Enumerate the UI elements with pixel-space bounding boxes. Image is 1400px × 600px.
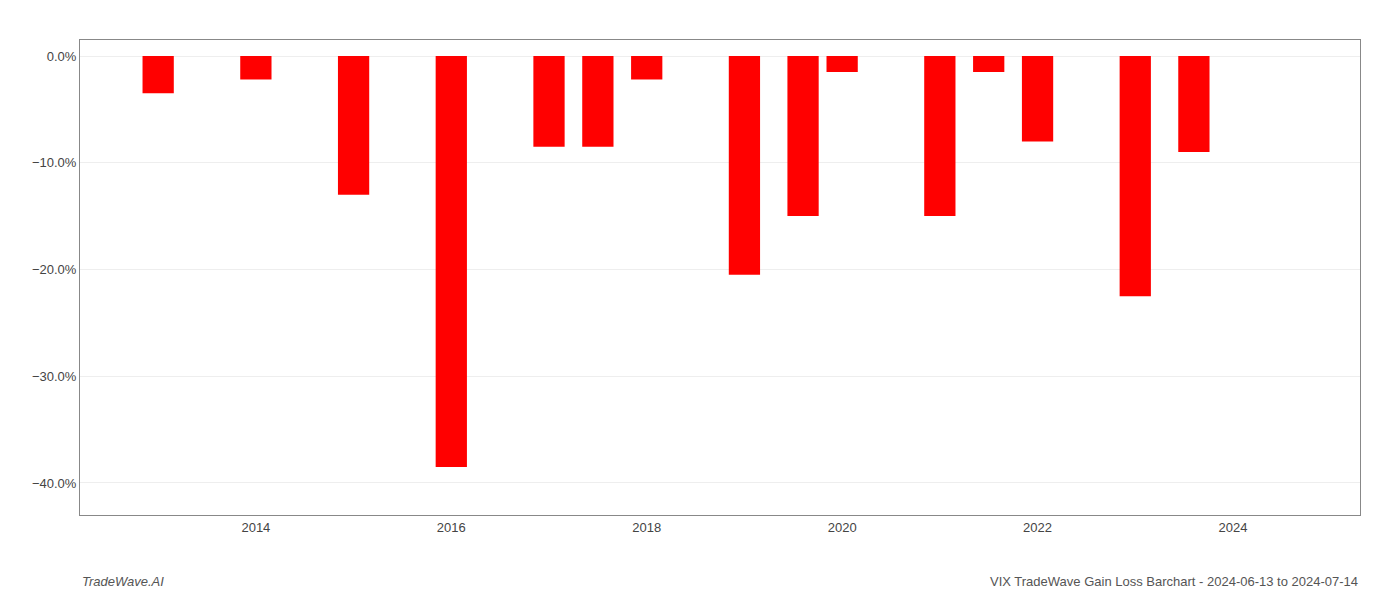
- svg-text:TradeWave.AI: TradeWave.AI: [82, 574, 164, 589]
- svg-text:2024: 2024: [1219, 520, 1248, 535]
- svg-text:2018: 2018: [632, 520, 661, 535]
- svg-text:−10.0%: −10.0%: [32, 155, 77, 170]
- svg-text:0.0%: 0.0%: [47, 49, 77, 64]
- svg-text:−20.0%: −20.0%: [32, 262, 77, 277]
- svg-text:−30.0%: −30.0%: [32, 369, 77, 384]
- svg-text:2020: 2020: [828, 520, 857, 535]
- svg-text:2022: 2022: [1023, 520, 1052, 535]
- svg-text:2014: 2014: [241, 520, 270, 535]
- svg-text:VIX TradeWave Gain Loss Barcha: VIX TradeWave Gain Loss Barchart - 2024-…: [990, 574, 1358, 589]
- svg-text:2016: 2016: [437, 520, 466, 535]
- svg-text:−40.0%: −40.0%: [32, 476, 77, 491]
